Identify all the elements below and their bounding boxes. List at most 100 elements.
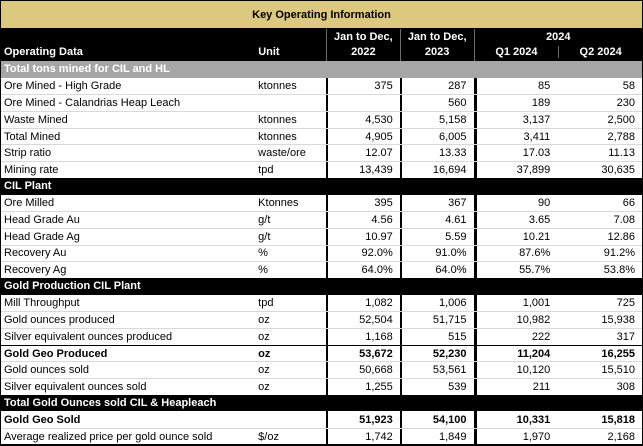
row-label: Head Grade Ag bbox=[4, 230, 80, 243]
row-label: Silver equivalent ounces sold bbox=[4, 380, 147, 393]
cell-q2-2024: 15,938 bbox=[601, 314, 635, 327]
cell-q1-2024: 10.21 bbox=[473, 228, 558, 245]
row-label: Gold Geo Produced bbox=[4, 347, 108, 360]
cell-q2-2024: 7.08 bbox=[613, 214, 635, 227]
cell-2023: 51,715 bbox=[399, 312, 474, 328]
table-row: Recovery Au % 92.0% 91.0% 87.6% 91.2% bbox=[1, 244, 642, 262]
row-label: Waste Mined bbox=[4, 113, 68, 126]
col-header-2022-line2: 2022 bbox=[351, 46, 376, 58]
table-row: Gold ounces sold oz 50,668 53,561 10,120… bbox=[1, 361, 642, 379]
col-header-2023-line2: 2023 bbox=[424, 46, 450, 58]
table-row: Ore Mined - High Grade ktonnes 375 287 8… bbox=[1, 77, 642, 95]
cell-2023: 16,694 bbox=[399, 162, 474, 178]
table-row: Head Grade Ag g/t 10.97 5.59 10.21 12.86 bbox=[1, 227, 642, 245]
row-unit: $/oz bbox=[258, 430, 279, 443]
cell-q1-2024: 90 bbox=[473, 194, 558, 212]
table-row: Ore Milled Ktonnes 395 367 90 66 bbox=[1, 194, 642, 212]
cell-q1-2024: 10,331 bbox=[473, 411, 558, 429]
row-label: Silver equivalent ounces produced bbox=[4, 330, 173, 343]
row-label: Ore Mined - Calandrias Heap Leach bbox=[4, 97, 181, 110]
row-unit: % bbox=[258, 247, 268, 260]
cell-q2-2024: 725 bbox=[616, 296, 635, 309]
cell-2022: 64.0% bbox=[325, 262, 400, 278]
cell-2023: 5,158 bbox=[399, 112, 474, 128]
cell-q1-2024: 3,137 bbox=[473, 112, 558, 128]
cell-q2-2024: 30,635 bbox=[601, 163, 635, 176]
cell-q2-2024: 317 bbox=[616, 330, 635, 343]
row-unit: % bbox=[258, 264, 268, 277]
cell-2022: 52,504 bbox=[325, 312, 400, 328]
cell-q1-2024: 85 bbox=[473, 77, 558, 95]
cell-q1-2024: 10,982 bbox=[473, 312, 558, 328]
cell-q1-2024: 211 bbox=[473, 379, 558, 395]
cell-2022: 375 bbox=[325, 77, 400, 95]
section-label: Gold Production CIL Plant bbox=[4, 280, 141, 293]
column-header-row: Operating Data Unit Jan to Dec, 2022 Jan… bbox=[1, 29, 642, 61]
row-unit bbox=[254, 411, 326, 428]
cell-q2-2024: 11.13 bbox=[608, 147, 635, 160]
cell-2022: 395 bbox=[325, 194, 400, 212]
table-row: Mill Throughput tpd 1,082 1,006 1,001 72… bbox=[1, 294, 642, 312]
cell-q1-2024: 3,411 bbox=[473, 128, 558, 145]
table-row: Ore Mined - Calandrias Heap Leach 560 18… bbox=[1, 94, 642, 112]
cell-q2-2024: 66 bbox=[622, 196, 635, 209]
quarter-header-row: Q1 2024 Q2 2024 bbox=[475, 43, 642, 61]
cell-q2-2024: 91.2% bbox=[603, 247, 635, 260]
table-title: Key Operating Information bbox=[1, 1, 642, 29]
row-label: Mining rate bbox=[4, 163, 59, 176]
section-header-total-tons-mined: Total tons mined for CIL and HL bbox=[1, 61, 642, 78]
section-header-total-gold-ounces-sold: Total Gold Ounces sold CIL & Heapleach bbox=[1, 394, 642, 412]
cell-q1-2024: 17.03 bbox=[473, 145, 558, 162]
row-unit: ktonnes bbox=[258, 130, 297, 143]
col-header-2024: 2024 bbox=[546, 31, 571, 43]
row-unit: waste/ore bbox=[258, 147, 306, 160]
cell-2023: 13.33 bbox=[399, 145, 474, 162]
cell-2023: 367 bbox=[399, 194, 474, 212]
row-label: Gold ounces sold bbox=[4, 364, 89, 377]
cell-2023: 4.61 bbox=[399, 212, 474, 228]
col-header-q1-2024: Q1 2024 bbox=[495, 46, 538, 58]
row-unit: tpd bbox=[258, 163, 274, 176]
row-label: Total Mined bbox=[4, 130, 61, 143]
cell-2022 bbox=[325, 95, 400, 112]
row-unit: tpd bbox=[258, 296, 274, 309]
col-header-2023-line1: Jan to Dec, bbox=[407, 31, 467, 43]
cell-2023: 54,100 bbox=[399, 411, 474, 429]
row-unit: oz bbox=[258, 364, 270, 377]
row-unit: oz bbox=[258, 330, 270, 343]
row-label: Ore Milled bbox=[4, 196, 55, 209]
row-unit: oz bbox=[258, 380, 270, 393]
row-label: Recovery Ag bbox=[4, 264, 67, 277]
cell-2022: 1,255 bbox=[325, 379, 400, 395]
cell-2022: 4.56 bbox=[325, 212, 400, 228]
cell-2022: 1,742 bbox=[325, 429, 400, 444]
table-row-gold-geo-sold: Gold Geo Sold 51,923 54,100 10,331 15,81… bbox=[1, 411, 642, 429]
row-label: Gold ounces produced bbox=[4, 314, 115, 327]
cell-2023: 539 bbox=[399, 379, 474, 395]
col-header-q2-2024: Q2 2024 bbox=[558, 46, 642, 58]
cell-q2-2024: 15,818 bbox=[601, 413, 635, 426]
table-row: Silver equivalent ounces sold oz 1,255 5… bbox=[1, 378, 642, 395]
table-row: Total Mined ktonnes 4,905 6,005 3,411 2,… bbox=[1, 127, 642, 145]
cell-2022: 1,168 bbox=[325, 329, 400, 345]
section-label: Total Gold Ounces sold CIL & Heapleach bbox=[4, 397, 217, 410]
table-row: Silver equivalent ounces produced oz 1,1… bbox=[1, 328, 642, 345]
row-unit bbox=[254, 95, 326, 111]
section-label: CIL Plant bbox=[4, 180, 52, 193]
row-label: Gold Geo Sold bbox=[4, 413, 81, 426]
row-label: Average realized price per gold ounce so… bbox=[4, 430, 213, 443]
cell-2022: 51,923 bbox=[325, 411, 400, 429]
table-row: Strip ratio waste/ore 12.07 13.33 17.03 … bbox=[1, 144, 642, 162]
row-unit: g/t bbox=[258, 230, 271, 243]
col-header-2022-line1: Jan to Dec, bbox=[334, 31, 393, 43]
col-header-operating-data: Operating Data bbox=[4, 46, 83, 58]
cell-2022: 53,672 bbox=[325, 345, 400, 362]
cell-2022: 12.07 bbox=[325, 145, 400, 162]
cell-2023: 6,005 bbox=[399, 128, 474, 145]
cell-2022: 10.97 bbox=[325, 228, 400, 245]
cell-2023: 1,849 bbox=[399, 429, 474, 444]
cell-2023: 52,230 bbox=[399, 345, 474, 362]
row-unit: ktonnes bbox=[258, 113, 297, 126]
row-unit: oz bbox=[258, 314, 270, 327]
